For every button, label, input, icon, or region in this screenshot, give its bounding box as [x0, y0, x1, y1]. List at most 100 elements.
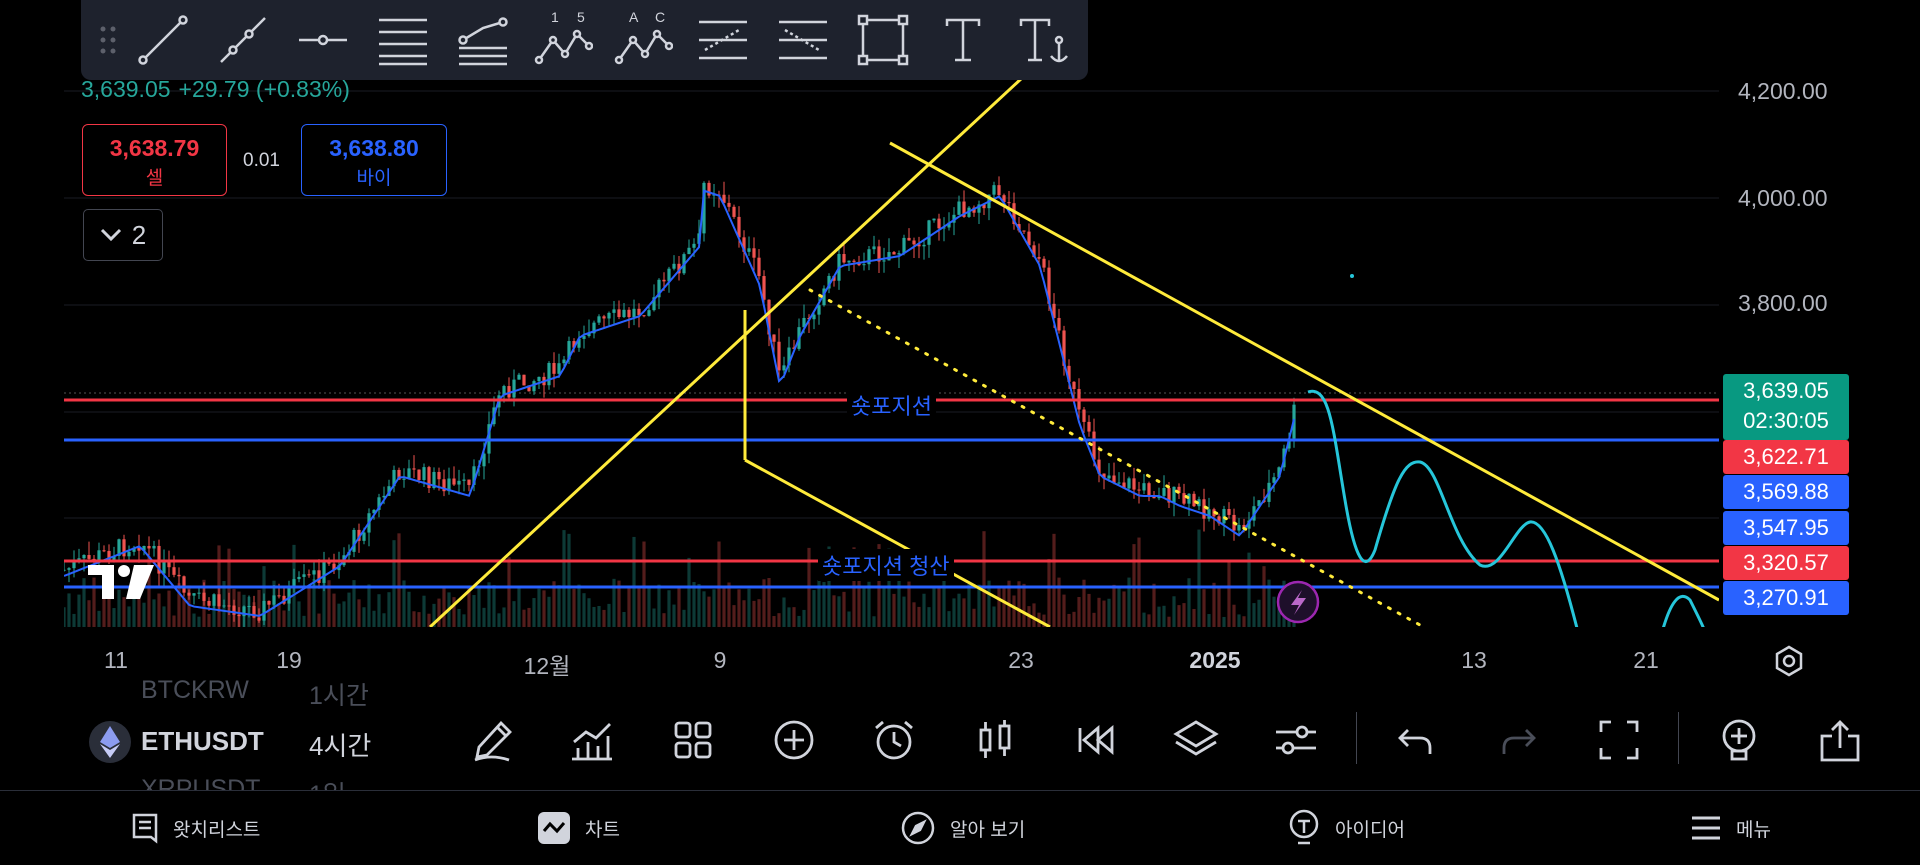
candle-body: [257, 617, 261, 621]
volume-bar: [132, 586, 136, 627]
candle-body: [417, 469, 421, 480]
chart-settings-icon[interactable]: [1772, 644, 1806, 683]
nav-explore-label: 알아 보기: [950, 819, 1026, 841]
volume-bar: [907, 581, 911, 627]
x-axis-label: 11: [104, 647, 128, 673]
volume-bar: [922, 593, 926, 627]
anchored-text-icon[interactable]: [1003, 8, 1083, 72]
price-chart[interactable]: [0, 0, 1920, 630]
candle-body: [1052, 303, 1056, 318]
volume-bar: [1112, 584, 1116, 627]
replay-icon[interactable]: [1066, 710, 1126, 770]
long-position-icon[interactable]: [683, 8, 763, 72]
pencil-icon[interactable]: [463, 710, 523, 770]
candle-body: [582, 336, 586, 339]
candle-body: [1172, 486, 1176, 503]
candle-body: [372, 509, 376, 514]
candle-body: [1012, 203, 1016, 225]
nav-ideas[interactable]: 아이디어: [1287, 791, 1405, 865]
rectangle-icon[interactable]: [843, 8, 923, 72]
redo-icon[interactable]: [1488, 710, 1548, 770]
channel-line: [744, 458, 1051, 627]
volume-bar: [527, 607, 531, 627]
volume-bar: [612, 578, 616, 627]
candle-body: [217, 594, 221, 607]
layouts-icon[interactable]: [663, 710, 723, 770]
volume-bar: [1202, 589, 1206, 627]
indicator-collapse-button[interactable]: 2: [83, 209, 163, 261]
trend-line-icon[interactable]: [123, 8, 203, 72]
volume-bar: [192, 613, 196, 627]
buy-button[interactable]: 3,638.80 바이: [301, 124, 447, 196]
candle-body: [1217, 516, 1221, 524]
short-close-line-label[interactable]: 숏포지션 청산: [818, 549, 954, 581]
candle-body: [137, 547, 141, 551]
candle-body: [1257, 500, 1261, 507]
candle-body: [727, 202, 731, 207]
volume-bar: [452, 597, 456, 627]
volume-bar: [1017, 581, 1021, 627]
volume-bar: [357, 599, 361, 627]
candle-body: [392, 469, 396, 487]
text-icon[interactable]: [923, 8, 1003, 72]
candle-body: [207, 600, 211, 606]
drag-handle-icon[interactable]: [93, 20, 123, 60]
indicators-icon[interactable]: [562, 710, 622, 770]
symbol-name[interactable]: ETHUSDT: [141, 726, 264, 756]
alert-icon[interactable]: [864, 710, 924, 770]
volume-bar: [1047, 558, 1051, 627]
ideas-icon[interactable]: [1709, 710, 1769, 770]
volume-bar: [1242, 616, 1246, 627]
volume-bar: [142, 602, 146, 627]
short-position-icon[interactable]: [763, 8, 843, 72]
undo-icon[interactable]: [1386, 710, 1446, 770]
watchlist-icon: [132, 813, 158, 844]
candle-body: [937, 218, 941, 229]
nav-menu[interactable]: 메뉴: [1690, 791, 1771, 865]
x-axis-label: 9: [713, 647, 727, 673]
candles-icon[interactable]: [965, 710, 1025, 770]
volume-bar: [657, 584, 661, 627]
chart-area[interactable]: [0, 0, 1920, 630]
indicator-count: 2: [131, 219, 147, 250]
candle-body: [67, 568, 71, 570]
volume-bar: [472, 595, 476, 627]
volume-bar: [262, 566, 266, 627]
fib-retracement-icon[interactable]: [363, 8, 443, 72]
short-position-line-label[interactable]: 숏포지션: [847, 389, 936, 421]
sell-button[interactable]: 3,638.79 셀: [82, 124, 227, 196]
candle-body: [862, 264, 866, 266]
candle-body: [252, 606, 256, 618]
nav-chart[interactable]: 차트: [537, 791, 620, 865]
candle-body: [972, 207, 976, 213]
timeframe-selector[interactable]: 4시간: [309, 731, 372, 761]
layers-icon[interactable]: [1166, 710, 1226, 770]
volume-bar: [1222, 616, 1226, 627]
candle-body: [312, 570, 316, 575]
candle-body: [1247, 520, 1251, 529]
candle-body: [677, 263, 681, 274]
volume-bar: [102, 579, 106, 627]
nav-watchlist[interactable]: 왓치리스트: [131, 791, 260, 865]
horizontal-ray-icon[interactable]: [283, 8, 363, 72]
ray-icon[interactable]: [203, 8, 283, 72]
candle-body: [1137, 489, 1141, 491]
candle-body: [652, 297, 656, 311]
fullscreen-icon[interactable]: [1589, 710, 1649, 770]
add-icon[interactable]: [764, 710, 824, 770]
candle-body: [197, 592, 201, 594]
symbol-list-item[interactable]: XRPUSDT: [141, 775, 261, 790]
candle-body: [692, 243, 696, 248]
volume-bar: [1092, 612, 1096, 627]
y-axis-label: 4,200.00: [1738, 78, 1828, 104]
nav-explore[interactable]: 알아 보기: [900, 791, 1025, 865]
volume-bar: [467, 588, 471, 627]
volume-bar: [1192, 608, 1196, 627]
share-icon[interactable]: [1810, 710, 1870, 770]
settings-sliders-icon[interactable]: [1266, 710, 1326, 770]
volume-bar: [1232, 604, 1236, 627]
pitchfork-icon[interactable]: [443, 8, 523, 72]
symbol-list-item[interactable]: BTCKRW: [141, 676, 249, 704]
